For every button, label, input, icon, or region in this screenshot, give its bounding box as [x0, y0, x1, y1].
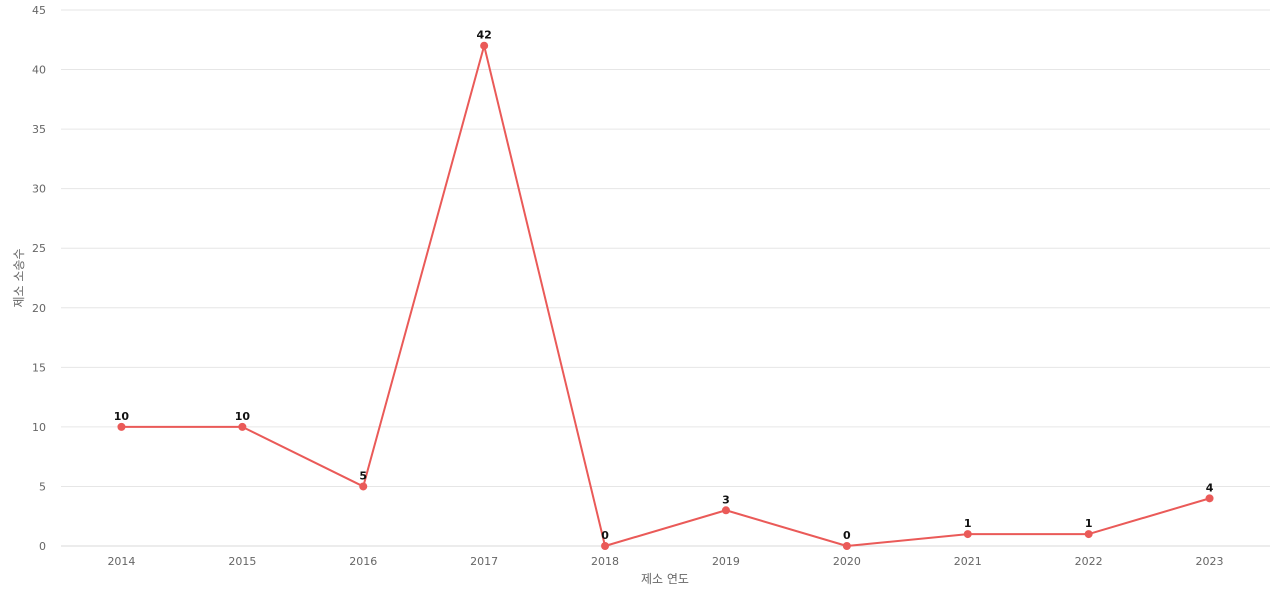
data-label: 10: [235, 410, 251, 423]
axes: 제소 연도 제소 소송수: [12, 248, 1270, 586]
data-label: 3: [722, 493, 730, 506]
x-tick-label: 2016: [349, 555, 377, 568]
data-point: [721, 506, 730, 515]
data-point: [1084, 530, 1093, 539]
series-line: [120, 44, 1211, 547]
y-tick-label: 45: [32, 4, 46, 17]
y-tick-label: 40: [32, 64, 46, 77]
data-labels: 10 10 5 42 0 3 0 1 1 4: [114, 29, 1214, 542]
data-point: [480, 41, 489, 50]
x-tick-label: 2014: [107, 555, 135, 568]
data-label: 42: [476, 29, 491, 42]
data-label: 0: [601, 529, 609, 542]
x-axis-title: 제소 연도: [641, 572, 689, 586]
y-tick-labels: 0 5 10 15 20 25 30 35 40 45: [32, 4, 46, 553]
x-tick-label: 2015: [228, 555, 256, 568]
y-tick-label: 35: [32, 123, 46, 136]
x-tick-label: 2022: [1075, 555, 1103, 568]
y-tick-label: 15: [32, 361, 46, 374]
data-label: 10: [114, 410, 130, 423]
data-point: [238, 422, 247, 431]
series-points: [117, 41, 1214, 550]
x-tick-label: 2023: [1196, 555, 1224, 568]
data-point: [117, 422, 126, 431]
y-tick-label: 10: [32, 421, 46, 434]
data-label: 5: [359, 469, 367, 482]
y-tick-label: 30: [32, 183, 46, 196]
y-tick-label: 25: [32, 242, 46, 255]
x-tick-label: 2018: [591, 555, 619, 568]
x-tick-label: 2019: [712, 555, 740, 568]
data-point: [963, 530, 972, 539]
y-tick-label: 0: [39, 540, 46, 553]
x-tick-labels: 2014 2015 2016 2017 2018 2019 2020 2021 2022 2023: [107, 555, 1223, 568]
grid: [61, 9, 1270, 487]
y-axis-title: 제소 소송수: [12, 248, 26, 307]
data-point: [601, 542, 610, 550]
data-label: 1: [1085, 517, 1093, 530]
data-point: [1205, 494, 1214, 503]
data-point: [359, 482, 368, 491]
data-label: 1: [964, 517, 972, 530]
y-tick-label: 5: [39, 480, 46, 493]
data-label: 4: [1206, 481, 1214, 494]
x-tick-label: 2020: [833, 555, 861, 568]
x-tick-label: 2017: [470, 555, 498, 568]
x-tick-label: 2021: [954, 555, 982, 568]
data-point: [842, 542, 851, 550]
series-group: [120, 44, 1211, 547]
y-tick-label: 20: [32, 302, 46, 315]
data-label: 0: [843, 529, 851, 542]
